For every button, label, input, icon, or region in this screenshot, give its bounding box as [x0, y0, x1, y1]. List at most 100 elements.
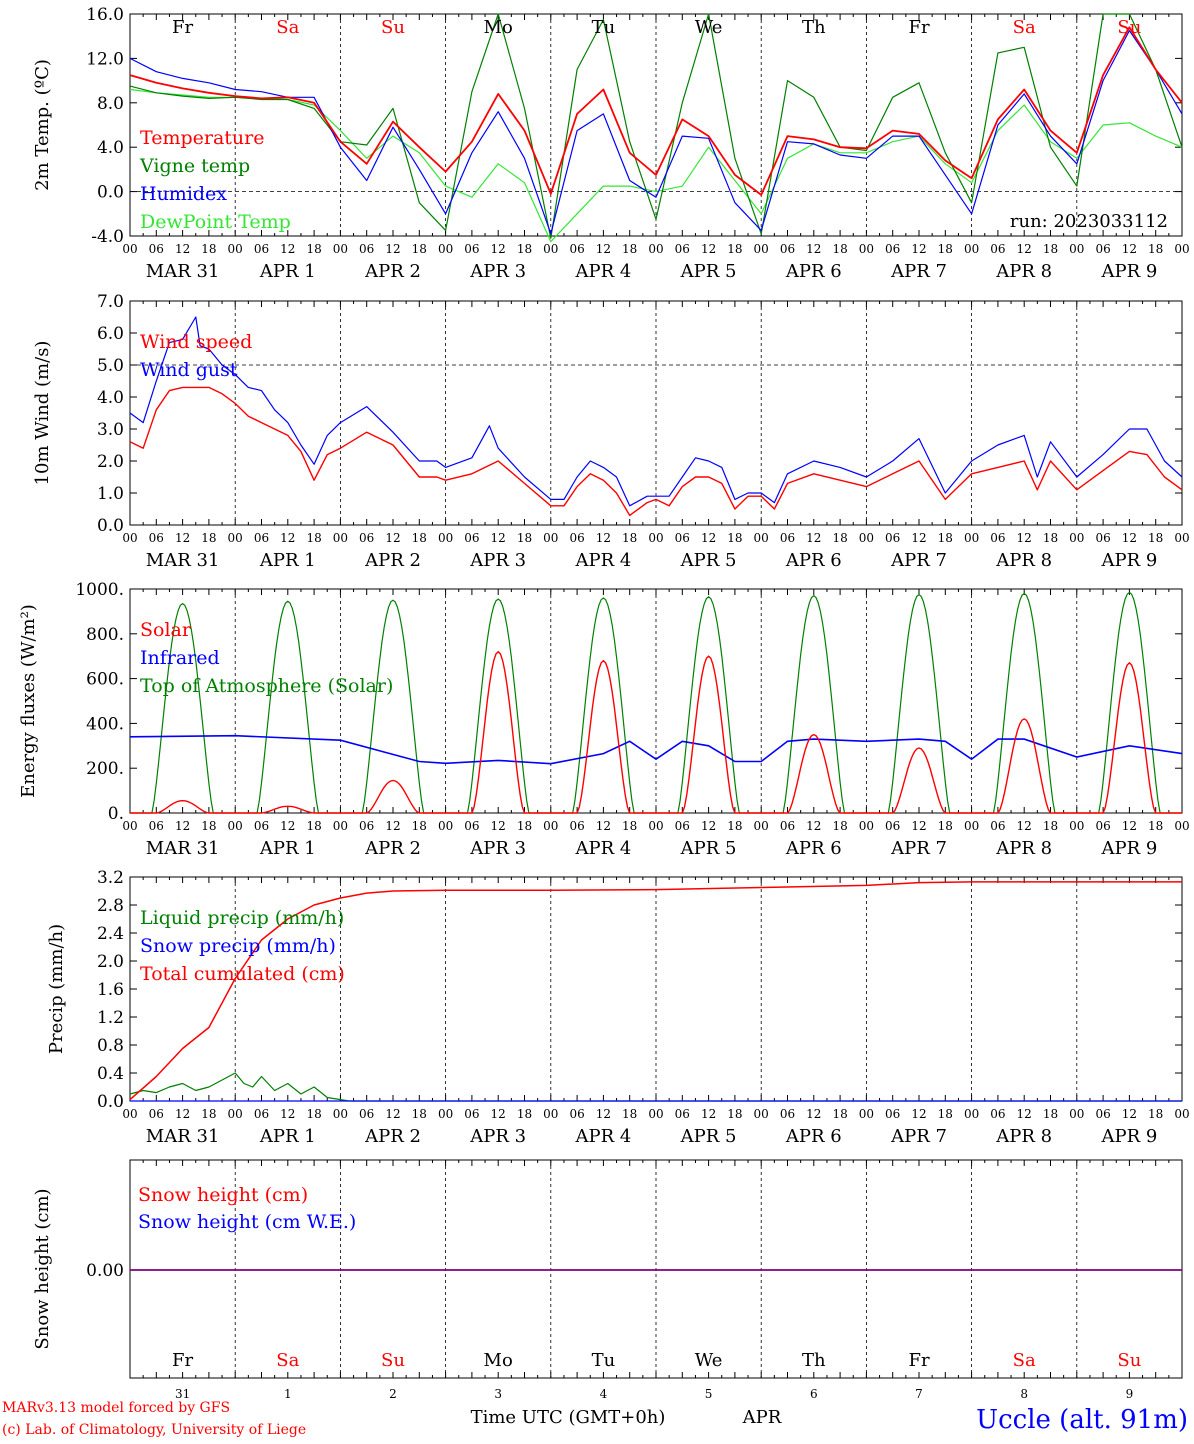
- x-tick-label: 06: [885, 531, 900, 545]
- y-tick-label: 1.2: [97, 1008, 124, 1028]
- x-tick-label: 12: [911, 242, 926, 256]
- date-label: APR 6: [785, 1126, 842, 1147]
- date-label: APR 5: [680, 550, 737, 571]
- x-tick-label: 00: [648, 242, 663, 256]
- weekday-label: Sa: [276, 1350, 299, 1371]
- x-tick-label: 18: [622, 819, 637, 833]
- y-tick-label: 0.0: [97, 183, 124, 203]
- y-tick-label: 8.0: [97, 94, 124, 114]
- x-tick-label: 00: [543, 1107, 558, 1121]
- x-tick-label: 12: [1122, 242, 1137, 256]
- x-tick-label: 18: [938, 531, 953, 545]
- x-tick-label: 18: [622, 1107, 637, 1121]
- x-tick-label: 12: [1122, 819, 1137, 833]
- y-tick-label: 6.0: [97, 324, 124, 344]
- x-tick-label: 06: [149, 1107, 164, 1121]
- x-tick-label: 00: [228, 819, 243, 833]
- x-tick-label: 00: [333, 531, 348, 545]
- x-tick-label: 06: [254, 242, 269, 256]
- x-tick-label: 00: [754, 242, 769, 256]
- x-tick-label: 06: [359, 531, 374, 545]
- x-tick-label: 12: [385, 242, 400, 256]
- day-number-label: 6: [810, 1387, 818, 1401]
- date-label: APR 4: [574, 1126, 631, 1147]
- x-tick-label: 12: [280, 819, 295, 833]
- x-tick-label: 00: [964, 242, 979, 256]
- weekday-label: Mo: [484, 17, 513, 38]
- legend-entry: Humidex: [140, 183, 227, 205]
- x-tick-label: 18: [1148, 1107, 1163, 1121]
- date-label: APR 5: [680, 838, 737, 859]
- day-number-label: 31: [175, 1387, 190, 1401]
- x-tick-label: 12: [175, 819, 190, 833]
- weekday-label: Mo: [484, 1350, 513, 1371]
- x-tick-label: 18: [622, 242, 637, 256]
- x-tick-label: 18: [412, 531, 427, 545]
- day-number-label: 4: [600, 1387, 608, 1401]
- x-tick-label: 12: [175, 1107, 190, 1121]
- x-tick-label: 00: [648, 531, 663, 545]
- x-tick-label: 00: [1174, 819, 1189, 833]
- x-tick-label: 12: [596, 819, 611, 833]
- weekday-label: We: [695, 17, 723, 38]
- x-tick-label: 00: [964, 1107, 979, 1121]
- x-tick-label: 06: [675, 531, 690, 545]
- x-tick-label: 18: [201, 242, 216, 256]
- x-tick-label: 12: [280, 531, 295, 545]
- x-tick-label: 00: [122, 1107, 137, 1121]
- x-tick-label: 06: [359, 819, 374, 833]
- series-line: [129, 386, 1183, 517]
- legend-entry: Snow height (cm): [138, 1184, 308, 1206]
- weekday-label: We: [695, 1350, 723, 1371]
- y-tick-label: 0.4: [97, 1064, 124, 1084]
- date-label: APR 7: [890, 838, 947, 859]
- date-label: APR 8: [995, 261, 1052, 282]
- date-label: MAR 31: [146, 261, 220, 282]
- x-tick-label: 06: [464, 1107, 479, 1121]
- x-tick-label: 12: [911, 819, 926, 833]
- y-tick-label: 0.: [108, 804, 124, 824]
- date-label: APR 9: [1100, 550, 1157, 571]
- x-tick-label: 18: [832, 242, 847, 256]
- x-tick-label: 00: [228, 242, 243, 256]
- x-tick-label: 18: [832, 819, 847, 833]
- date-label: APR 4: [574, 838, 631, 859]
- x-tick-label: 00: [648, 819, 663, 833]
- weekday-label: Su: [1117, 1350, 1141, 1371]
- x-tick-label: 06: [254, 531, 269, 545]
- x-tick-label: 06: [675, 242, 690, 256]
- legend-entry: Snow precip (mm/h): [140, 935, 336, 957]
- y-tick-label: 0.00: [86, 1261, 124, 1281]
- x-tick-label: 12: [1122, 1107, 1137, 1121]
- x-tick-label: 06: [254, 1107, 269, 1121]
- x-tick-label: 18: [412, 1107, 427, 1121]
- x-tick-label: 00: [754, 531, 769, 545]
- y-tick-label: 16.0: [86, 5, 124, 25]
- x-tick-label: 18: [938, 1107, 953, 1121]
- x-tick-label: 06: [464, 242, 479, 256]
- x-tick-label: 18: [622, 531, 637, 545]
- lab-credit-line: (c) Lab. of Climatology, University of L…: [2, 1422, 306, 1438]
- x-tick-label: 12: [911, 531, 926, 545]
- date-label: APR 3: [469, 550, 526, 571]
- x-tick-label: 06: [780, 819, 795, 833]
- x-tick-label: 00: [122, 242, 137, 256]
- date-label: APR 7: [890, 550, 947, 571]
- day-number-label: 3: [494, 1387, 502, 1401]
- date-label: APR 1: [259, 1126, 316, 1147]
- date-label: APR 9: [1100, 1126, 1157, 1147]
- date-label: APR 8: [995, 1126, 1052, 1147]
- y-tick-label: 2.4: [97, 924, 124, 944]
- date-label: APR 3: [469, 1126, 526, 1147]
- x-tick-label: 06: [569, 531, 584, 545]
- x-tick-label: 00: [1069, 819, 1084, 833]
- x-tick-label: 18: [1148, 531, 1163, 545]
- legend-entry: Infrared: [140, 647, 220, 669]
- legend-entry: Total cumulated (cm): [140, 963, 345, 985]
- x-tick-label: 18: [517, 1107, 532, 1121]
- y-tick-label: 3.0: [97, 420, 124, 440]
- x-tick-label: 12: [701, 819, 716, 833]
- x-tick-label: 06: [990, 1107, 1005, 1121]
- date-label: APR 7: [890, 261, 947, 282]
- y-tick-label: 0.0: [97, 1092, 124, 1112]
